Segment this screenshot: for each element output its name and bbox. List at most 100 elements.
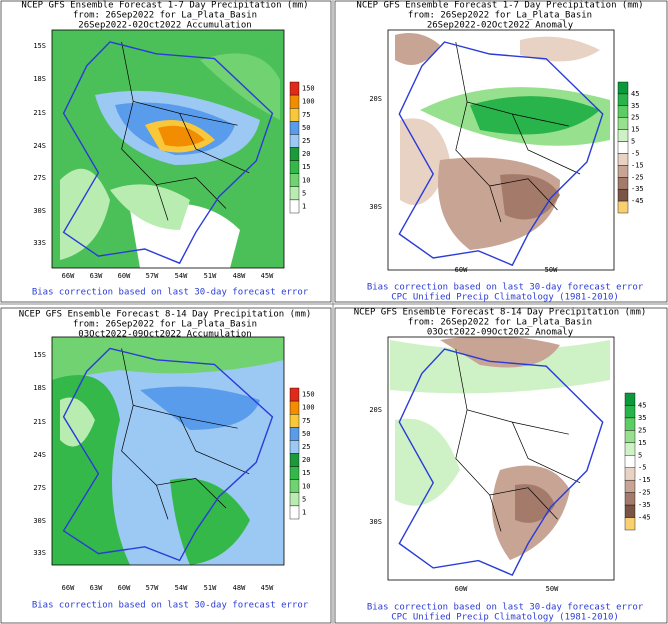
colorbar-label: 100 (302, 98, 315, 106)
panel-title: NCEP GFS Ensemble Forecast 1-7 Day Preci… (21, 1, 308, 11)
colorbar-swatch (289, 414, 300, 428)
lat-label: 30S (369, 203, 382, 211)
lon-label: 60W (118, 584, 131, 592)
colorbar-label: -5 (638, 464, 646, 472)
map-border (387, 29, 615, 271)
lat-label: 33S (33, 239, 46, 247)
basin-outline (398, 41, 604, 267)
panel-title: 26Sep2022-02Oct2022 Accumulation (78, 21, 251, 31)
colorbar-swatch (289, 492, 300, 507)
footer-note: Bias correction based on last 30-day for… (32, 601, 309, 611)
footer-note: Bias correction based on last 30-day for… (367, 283, 644, 293)
map-border (51, 29, 285, 269)
colorbar-label: -35 (638, 501, 651, 509)
map (52, 30, 284, 268)
colorbar-label: 15 (638, 439, 646, 447)
country-borders (455, 41, 581, 223)
colorbar-swatch (617, 188, 629, 202)
lat-label: 20S (369, 95, 382, 103)
panel-title: NCEP GFS Ensemble Forecast 8-14 Day Prec… (354, 308, 647, 318)
colorbar-swatch (617, 129, 629, 142)
panel-title: 03Oct2022-09Oct2022 Anomaly (427, 328, 574, 338)
footer-note: CPC Unified Precip Climatology (1981-201… (391, 613, 619, 623)
colorbar-label: 15 (302, 469, 310, 477)
precip-area (520, 36, 600, 62)
lat-label: 15S (33, 351, 46, 359)
footer-note: CPC Unified Precip Climatology (1981-201… (391, 293, 619, 303)
colorbar-swatch (289, 94, 300, 109)
precip-area (400, 118, 450, 205)
lat-label: 33S (33, 549, 46, 557)
colorbar-label: -45 (638, 514, 651, 522)
precip-area (170, 478, 250, 565)
colorbar-swatch (289, 387, 300, 402)
country-borders (121, 41, 250, 221)
colorbar-swatch (289, 440, 300, 454)
lon-label: 57W (146, 584, 159, 592)
colorbar-swatch (624, 504, 636, 518)
precip-area (60, 397, 95, 447)
map (52, 337, 284, 565)
colorbar-label: 25 (302, 137, 310, 145)
panel-frame (334, 0, 668, 303)
lon-label: 48W (233, 272, 246, 280)
colorbar-label: 20 (302, 150, 310, 158)
colorbar-swatch (617, 141, 629, 154)
colorbar-label: 15 (631, 126, 639, 134)
panel-frame (334, 307, 668, 624)
colorbar-label: -45 (631, 197, 644, 205)
colorbar-swatch (617, 153, 629, 166)
panel-title: from: 26Sep2022 for La_Plata_Basin (73, 11, 257, 21)
precip-area (158, 125, 205, 147)
colorbar-swatch (289, 427, 300, 441)
colorbar-swatch (289, 466, 300, 480)
colorbar-swatch (289, 147, 300, 161)
colorbar-swatch (617, 105, 629, 118)
colorbar-swatch (624, 405, 636, 419)
lon-label: 51W (204, 272, 217, 280)
lat-label: 27S (33, 174, 46, 182)
colorbar-label: 15 (302, 163, 310, 171)
panel-frame (0, 307, 332, 624)
footer-note: Bias correction based on last 30-day for… (32, 288, 309, 298)
colorbar-label: -5 (631, 149, 639, 157)
colorbar-swatch (624, 517, 636, 531)
colorbar-swatch (289, 107, 300, 122)
country-borders (121, 348, 250, 520)
colorbar-swatch (617, 81, 629, 95)
colorbar-label: 35 (638, 414, 646, 422)
basin-outline (62, 41, 274, 265)
colorbar-label: 100 (302, 404, 315, 412)
country-borders (455, 349, 581, 532)
colorbar-label: 5 (302, 189, 306, 197)
colorbar-label: 25 (302, 443, 310, 451)
panel-title: from: 26Sep2022 for La_Plata_Basin (73, 320, 257, 330)
colorbar-label: 75 (302, 111, 310, 119)
colorbar-swatch (289, 186, 300, 201)
precip-area (60, 168, 110, 260)
lon-label: 51W (204, 584, 217, 592)
colorbar-swatch (624, 392, 636, 406)
lat-label: 24S (33, 142, 46, 150)
colorbar-label: 5 (302, 495, 306, 503)
panel: NCEP GFS Ensemble Forecast 8-14 Day Prec… (334, 307, 668, 624)
colorbar-swatch (624, 430, 636, 444)
colorbar-swatch (624, 417, 636, 431)
precip-area (395, 32, 440, 65)
colorbar-label: 1 (302, 508, 306, 516)
lat-label: 30S (33, 207, 46, 215)
colorbar-label: 10 (302, 176, 310, 184)
lon-label: 54W (175, 584, 188, 592)
precip-area (200, 53, 280, 121)
panel: NCEP GFS Ensemble Forecast 8-14 Day Prec… (0, 307, 332, 624)
colorbar-label: 10 (302, 482, 310, 490)
colorbar-label: -15 (638, 476, 651, 484)
colorbar-label: 20 (302, 456, 310, 464)
colorbar-swatch (617, 200, 629, 214)
lon-label: 63W (90, 584, 103, 592)
precip-area (470, 96, 600, 135)
colorbar-swatch (624, 455, 636, 468)
lon-label: 66W (62, 272, 75, 280)
colorbar-label: -35 (631, 185, 644, 193)
lon-label: 60W (455, 266, 468, 274)
